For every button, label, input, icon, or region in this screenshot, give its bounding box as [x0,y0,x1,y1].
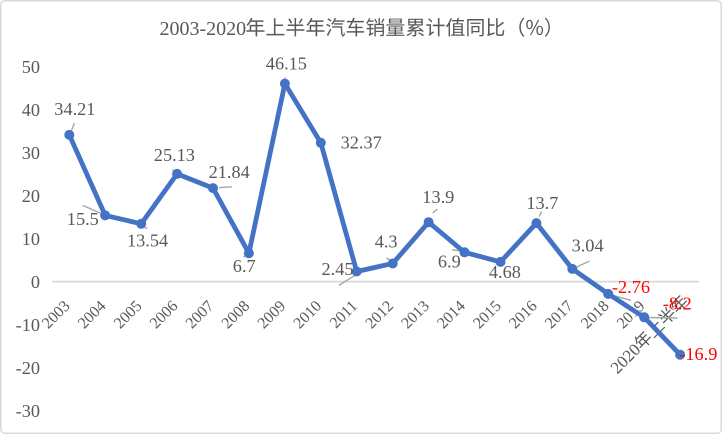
svg-text:2003-2020: 2003-2020 [160,18,247,40]
svg-text:6.9: 6.9 [438,252,461,272]
svg-text:40: 40 [22,100,40,120]
svg-text:-10: -10 [16,315,40,335]
svg-text:4.68: 4.68 [489,262,521,282]
svg-text:30: 30 [22,143,40,163]
svg-text:46.15: 46.15 [266,53,307,73]
svg-text:32.37: 32.37 [341,133,382,153]
svg-text:3.04: 3.04 [572,236,604,256]
svg-text:-30: -30 [16,401,40,421]
svg-text:0: 0 [31,272,40,292]
svg-text:-8.2: -8.2 [663,294,692,314]
svg-text:20: 20 [22,186,40,206]
svg-text:50: 50 [22,57,40,77]
svg-text:13.54: 13.54 [127,231,168,251]
svg-text:10: 10 [22,229,40,249]
svg-text:-20: -20 [16,358,40,378]
svg-text:2.45: 2.45 [322,259,354,279]
svg-text:21.84: 21.84 [209,162,250,182]
svg-text:-2.76: -2.76 [612,277,650,297]
svg-text:13.7: 13.7 [526,193,558,213]
svg-text:15.5: 15.5 [67,209,99,229]
svg-text:13.9: 13.9 [422,187,454,207]
svg-text:25.13: 25.13 [154,145,195,165]
svg-text:34.21: 34.21 [54,99,95,119]
svg-text:6.7: 6.7 [233,256,256,276]
svg-text:4.3: 4.3 [375,232,398,252]
svg-text:-16.9: -16.9 [679,344,717,364]
